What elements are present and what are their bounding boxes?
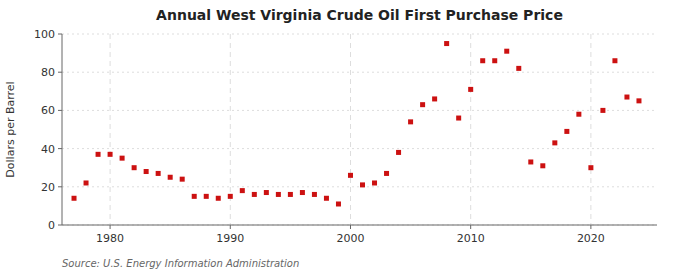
x-grid-line [110,34,111,225]
x-tick-label: 2020 [577,232,605,245]
point [396,150,401,155]
y-tick [58,72,62,73]
point [492,58,497,63]
point [516,66,521,71]
point [432,96,437,101]
point [528,159,533,164]
point [324,196,329,201]
plot-background [62,34,657,225]
x-grid-line [350,34,351,225]
point [408,119,413,124]
x-tick [590,225,591,229]
page: {"chart_data": {"type": "scatter", "titl… [0,0,675,275]
y-tick-label: 100 [34,28,55,41]
point [300,190,305,195]
axes: 1980 1990 2000 2010 2020 0 20 40 60 80 100 [34,28,657,245]
point [216,196,221,201]
point [456,116,461,121]
point [348,173,353,178]
y-axis-label: Dollars per Barrel [4,81,17,177]
x-tick [350,225,351,229]
x-tick [470,225,471,229]
point [108,152,113,157]
y-tick [58,186,62,187]
y-tick-label: 60 [41,104,55,117]
point [156,171,161,176]
x-axis-line [62,225,657,226]
point [588,165,593,170]
y-tick-label: 0 [48,219,55,232]
point [84,180,89,185]
x-tick [230,225,231,229]
y-tick-label: 20 [41,181,55,194]
chart-container: 1980 1990 2000 2010 2020 0 20 40 60 80 100 Dollars … [0,0,675,275]
point [468,87,473,92]
source-note: Source: U.S. Energy Information Administ… [62,258,299,269]
point [372,180,377,185]
y-tick [58,225,62,226]
x-tick [110,225,111,229]
x-tick-label: 2010 [457,232,485,245]
point [312,192,317,197]
point [336,201,341,206]
point [636,98,641,103]
x-tick-label: 1980 [96,232,124,245]
y-grid-line [62,186,657,187]
point [444,41,449,46]
y-grid-line [62,110,657,111]
point [540,163,545,168]
point [180,177,185,182]
point [252,192,257,197]
point [144,169,149,174]
point [192,194,197,199]
point [480,58,485,63]
y-tick-label: 40 [41,143,55,156]
y-tick [58,34,62,35]
point [384,171,389,176]
point [168,175,173,180]
point [624,95,629,100]
title: Annual West Virginia Crude Oil First Pur… [156,7,563,23]
x-grid-line [590,34,591,225]
x-grid-line [470,34,471,225]
point [228,194,233,199]
point [264,190,269,195]
y-grid-line [62,34,657,35]
grid [62,34,657,225]
point [240,188,245,193]
point [564,129,569,134]
y-grid-line [62,225,657,226]
y-grid-line [62,148,657,149]
point [276,192,281,197]
point [612,58,617,63]
point [288,192,293,197]
y-axis-line [62,34,63,225]
point [72,196,77,201]
y-grid-line [62,72,657,73]
y-tick [58,148,62,149]
point [552,140,557,145]
point [204,194,209,199]
chart: 1980 1990 2000 2010 2020 0 20 40 60 80 100 Dollars … [0,0,675,275]
point [420,102,425,107]
y-tick [58,110,62,111]
x-tick-label: 2000 [336,232,364,245]
point [360,182,365,187]
y-tick-label: 80 [41,66,55,79]
point [96,152,101,157]
points [72,41,642,206]
point [600,108,605,113]
point [120,156,125,161]
x-tick-label: 1990 [216,232,244,245]
point [132,165,137,170]
point [504,49,509,54]
point [576,112,581,117]
